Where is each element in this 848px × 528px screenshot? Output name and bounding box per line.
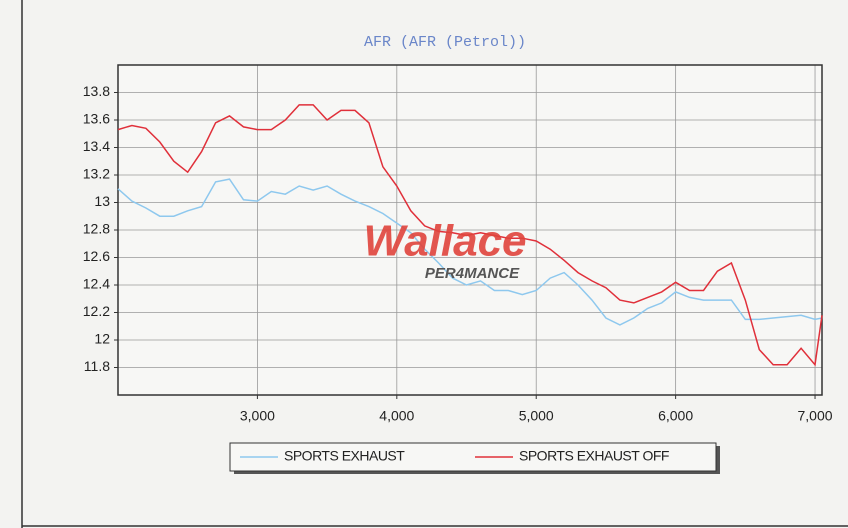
x-tick-label: 4,000 [379, 408, 414, 424]
x-tick-label: 7,000 [798, 408, 833, 424]
x-tick-label: 5,000 [519, 408, 554, 424]
watermark: Wallace PER4MANCE [363, 217, 526, 282]
legend-box [229, 442, 717, 472]
legend-label: SPORTS EXHAUST [284, 448, 405, 464]
y-tick-label: 12.4 [83, 276, 110, 292]
x-tick-label: 6,000 [658, 408, 693, 424]
x-tick-label: 3,000 [240, 408, 275, 424]
y-tick-label: 13.8 [83, 83, 110, 99]
series-line [117, 104, 823, 367]
legend-label: SPORTS EXHAUST OFF [519, 448, 669, 464]
watermark-sub: PER4MANCE [425, 265, 520, 282]
y-tick-label: 13.2 [83, 166, 110, 182]
y-tick-label: 13.6 [83, 111, 110, 127]
y-tick-label: 11.8 [84, 358, 110, 374]
y-tick-label: 12 [94, 331, 110, 347]
watermark-brand: Wallace [363, 217, 526, 266]
series-line [117, 178, 823, 326]
y-tick-label: 12.8 [83, 221, 110, 237]
y-tick-label: 12.6 [83, 248, 110, 264]
chart-title: AFR (AFR (Petrol)) [364, 34, 526, 51]
y-tick-label: 13.4 [83, 138, 110, 154]
plot-border [117, 64, 823, 396]
y-tick-label: 12.2 [83, 303, 110, 319]
y-tick-label: 13 [94, 193, 110, 209]
